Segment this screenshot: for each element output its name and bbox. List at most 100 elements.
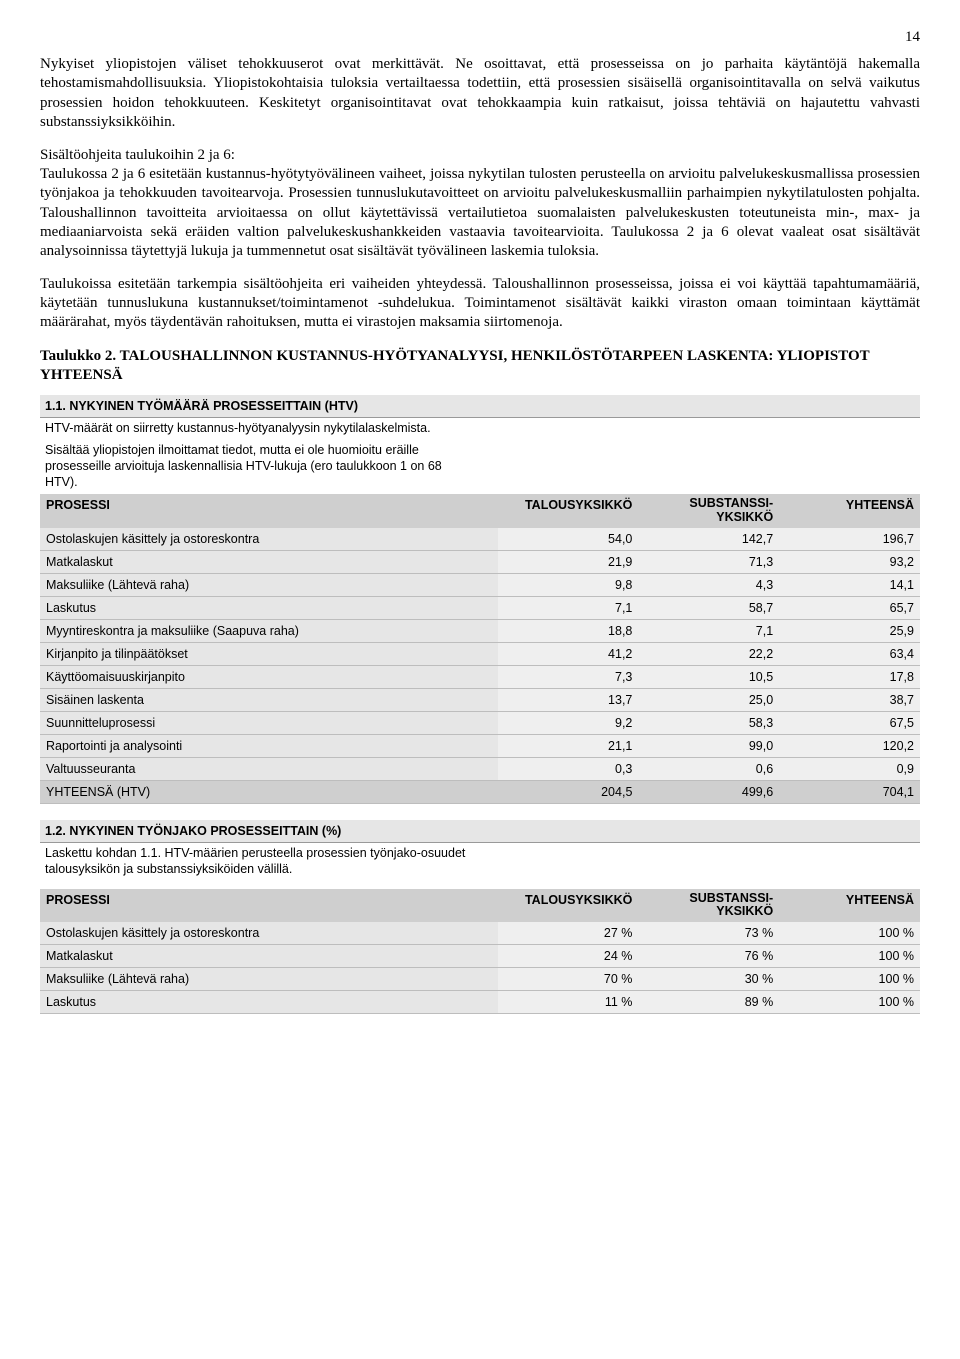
table-row: Ostolaskujen käsittely ja ostoreskontra5… <box>40 528 920 551</box>
cell-value: 9,2 <box>498 711 639 734</box>
cell-value: 70 % <box>498 968 639 991</box>
cell-value: 0,3 <box>498 757 639 780</box>
table-header-row: PROSESSI TALOUSYKSIKKÖ SUBSTANSSI- YKSIK… <box>40 494 920 528</box>
col-substanssi-line1: SUBSTANSSI- <box>644 497 773 511</box>
table-1-2-body: Ostolaskujen käsittely ja ostoreskontra2… <box>40 922 920 1014</box>
cell-value: 7,1 <box>638 619 779 642</box>
table-row: Matkalaskut21,971,393,2 <box>40 550 920 573</box>
cell-value: 17,8 <box>779 665 920 688</box>
cell-value: 54,0 <box>498 528 639 551</box>
table-section-1-2: 1.2. NYKYINEN TYÖNJAKO PROSESSEITTAIN (%… <box>40 820 920 1015</box>
table-row: Laskutus7,158,765,7 <box>40 596 920 619</box>
cell-value: 13,7 <box>498 688 639 711</box>
cell-total-value: 704,1 <box>779 780 920 803</box>
cell-label: Valtuusseuranta <box>40 757 498 780</box>
cell-value: 100 % <box>779 991 920 1014</box>
cell-value: 76 % <box>638 945 779 968</box>
col-substanssi-line2: YKSIKKÖ <box>644 511 773 525</box>
cell-label: Kirjanpito ja tilinpäätökset <box>40 642 498 665</box>
cell-label: Matkalaskut <box>40 550 498 573</box>
col-prosessi: PROSESSI <box>40 889 498 923</box>
cell-value: 4,3 <box>638 573 779 596</box>
cell-value: 22,2 <box>638 642 779 665</box>
cell-value: 14,1 <box>779 573 920 596</box>
table-row: Kirjanpito ja tilinpäätökset41,222,263,4 <box>40 642 920 665</box>
cell-value: 99,0 <box>638 734 779 757</box>
cell-value: 63,4 <box>779 642 920 665</box>
paragraph-3: Taulukossa 2 ja 6 esitetään kustannus-hy… <box>40 166 920 259</box>
col-talousyksikko: TALOUSYKSIKKÖ <box>498 494 639 528</box>
cell-value: 18,8 <box>498 619 639 642</box>
cell-value: 120,2 <box>779 734 920 757</box>
cell-label: Laskutus <box>40 596 498 619</box>
table-row: Sisäinen laskenta13,725,038,7 <box>40 688 920 711</box>
cell-label: Suunnitteluprosessi <box>40 711 498 734</box>
cell-value: 30 % <box>638 968 779 991</box>
cell-value: 27 % <box>498 922 639 945</box>
paragraph-2-lead: Sisältöohjeita taulukoihin 2 ja 6: <box>40 147 235 163</box>
cell-label: Ostolaskujen käsittely ja ostoreskontra <box>40 922 498 945</box>
cell-value: 9,8 <box>498 573 639 596</box>
table-row: Suunnitteluprosessi9,258,367,5 <box>40 711 920 734</box>
table-row: Maksuliike (Lähtevä raha)9,84,314,1 <box>40 573 920 596</box>
cell-value: 65,7 <box>779 596 920 619</box>
cell-label: Käyttöomaisuuskirjanpito <box>40 665 498 688</box>
table-1-1-body: Ostolaskujen käsittely ja ostoreskontra5… <box>40 528 920 804</box>
cell-label: Ostolaskujen käsittely ja ostoreskontra <box>40 528 498 551</box>
cell-value: 89 % <box>638 991 779 1014</box>
cell-value: 24 % <box>498 945 639 968</box>
cell-value: 58,3 <box>638 711 779 734</box>
cell-value: 93,2 <box>779 550 920 573</box>
page-number: 14 <box>40 28 920 47</box>
cell-value: 21,1 <box>498 734 639 757</box>
cell-value: 41,2 <box>498 642 639 665</box>
cell-value: 196,7 <box>779 528 920 551</box>
cell-label: Sisäinen laskenta <box>40 688 498 711</box>
cell-value: 100 % <box>779 945 920 968</box>
table-title: Taulukko 2. TALOUSHALLINNON KUSTANNUS-HY… <box>40 347 920 385</box>
table-row: Raportointi ja analysointi21,199,0120,2 <box>40 734 920 757</box>
cell-total-label: YHTEENSÄ (HTV) <box>40 780 498 803</box>
table-section-1-1: 1.1. NYKYINEN TYÖMÄÄRÄ PROSESSEITTAIN (H… <box>40 395 920 804</box>
cell-value: 21,9 <box>498 550 639 573</box>
cell-value: 25,0 <box>638 688 779 711</box>
cell-value: 7,1 <box>498 596 639 619</box>
cell-value: 71,3 <box>638 550 779 573</box>
cell-value: 100 % <box>779 968 920 991</box>
cell-value: 58,7 <box>638 596 779 619</box>
table-row: Laskutus11 %89 %100 % <box>40 991 920 1014</box>
cell-value: 142,7 <box>638 528 779 551</box>
table-row: Käyttöomaisuuskirjanpito7,310,517,8 <box>40 665 920 688</box>
table-row: Ostolaskujen käsittely ja ostoreskontra2… <box>40 922 920 945</box>
cell-value: 11 % <box>498 991 639 1014</box>
col-substanssiyksikko: SUBSTANSSI- YKSIKKÖ <box>638 889 779 923</box>
paragraph-1: Nykyiset yliopistojen väliset tehokkuuse… <box>40 55 920 132</box>
cell-value: 10,5 <box>638 665 779 688</box>
col-prosessi: PROSESSI <box>40 494 498 528</box>
paragraph-4: Taulukoissa esitetään tarkempia sisältöo… <box>40 275 920 333</box>
table-row: Valtuusseuranta0,30,60,9 <box>40 757 920 780</box>
cell-label: Matkalaskut <box>40 945 498 968</box>
section-1-2-sub1: Laskettu kohdan 1.1. HTV-määrien peruste… <box>40 843 530 881</box>
section-header-1-2: 1.2. NYKYINEN TYÖNJAKO PROSESSEITTAIN (%… <box>40 820 920 843</box>
table-1-1: PROSESSI TALOUSYKSIKKÖ SUBSTANSSI- YKSIK… <box>40 494 920 804</box>
cell-total-value: 204,5 <box>498 780 639 803</box>
cell-value: 0,9 <box>779 757 920 780</box>
cell-value: 67,5 <box>779 711 920 734</box>
col-yhteensa: YHTEENSÄ <box>779 889 920 923</box>
cell-label: Laskutus <box>40 991 498 1014</box>
cell-value: 38,7 <box>779 688 920 711</box>
cell-value: 25,9 <box>779 619 920 642</box>
section-1-1-sub1: HTV-määrät on siirretty kustannus-hyötya… <box>40 418 920 440</box>
col-substanssiyksikko: SUBSTANSSI- YKSIKKÖ <box>638 494 779 528</box>
section-header-1-1: 1.1. NYKYINEN TYÖMÄÄRÄ PROSESSEITTAIN (H… <box>40 395 920 418</box>
col-yhteensa: YHTEENSÄ <box>779 494 920 528</box>
col-substanssi-line2: YKSIKKÖ <box>644 905 773 919</box>
table-row: Myyntireskontra ja maksuliike (Saapuva r… <box>40 619 920 642</box>
table-header-row: PROSESSI TALOUSYKSIKKÖ SUBSTANSSI- YKSIK… <box>40 889 920 923</box>
table-row: Matkalaskut24 %76 %100 % <box>40 945 920 968</box>
cell-value: 0,6 <box>638 757 779 780</box>
cell-total-value: 499,6 <box>638 780 779 803</box>
cell-label: Maksuliike (Lähtevä raha) <box>40 573 498 596</box>
section-1-1-sub2: Sisältää yliopistojen ilmoittamat tiedot… <box>40 440 470 494</box>
